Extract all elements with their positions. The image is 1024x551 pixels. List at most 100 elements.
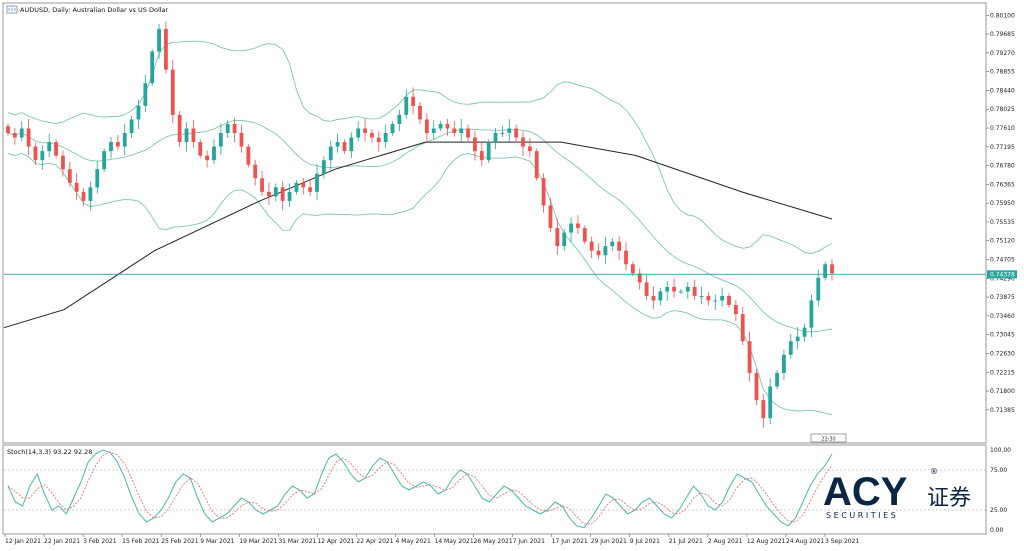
candle-body[interactable]: [720, 295, 725, 301]
candle-body[interactable]: [830, 264, 834, 274]
candle-body[interactable]: [40, 151, 45, 161]
candle-body[interactable]: [473, 137, 477, 152]
candle-body[interactable]: [431, 128, 436, 133]
candle-body[interactable]: [273, 187, 278, 197]
candle-body[interactable]: [747, 341, 752, 373]
candle-body[interactable]: [218, 132, 223, 147]
candle-body[interactable]: [150, 51, 155, 84]
candle-body[interactable]: [624, 250, 628, 265]
candle-body[interactable]: [507, 128, 512, 133]
candle-body[interactable]: [534, 151, 539, 179]
candle-body[interactable]: [761, 400, 766, 419]
candle-body[interactable]: [809, 300, 814, 328]
candle-body[interactable]: [562, 232, 567, 247]
candle-body[interactable]: [267, 191, 271, 197]
candle-body[interactable]: [555, 228, 560, 247]
candle-body[interactable]: [253, 164, 258, 179]
candle-body[interactable]: [672, 286, 676, 292]
candle-body[interactable]: [164, 28, 168, 70]
candle-body[interactable]: [630, 264, 635, 274]
candle-body[interactable]: [685, 286, 690, 292]
candle-body[interactable]: [109, 142, 113, 152]
candle-body[interactable]: [514, 128, 519, 138]
candle-body[interactable]: [576, 223, 580, 229]
candle-body[interactable]: [617, 241, 622, 251]
candle-body[interactable]: [823, 264, 828, 278]
candle-body[interactable]: [733, 305, 738, 315]
candle-body[interactable]: [699, 295, 704, 297]
candle-body[interactable]: [596, 250, 601, 256]
candle-body[interactable]: [246, 146, 251, 165]
candle-body[interactable]: [301, 182, 306, 188]
candle-body[interactable]: [280, 187, 285, 201]
candle-body[interactable]: [47, 142, 52, 152]
candle-body[interactable]: [782, 354, 786, 373]
candle-body[interactable]: [713, 300, 718, 302]
candle-body[interactable]: [115, 142, 120, 147]
candle-body[interactable]: [198, 142, 203, 156]
candle-body[interactable]: [321, 160, 326, 174]
candle-body[interactable]: [679, 291, 683, 293]
candle-body[interactable]: [692, 286, 697, 296]
candle-body[interactable]: [363, 128, 367, 133]
candle-body[interactable]: [315, 173, 319, 192]
candle-body[interactable]: [205, 155, 210, 161]
candle-body[interactable]: [88, 187, 93, 201]
candle-body[interactable]: [569, 223, 573, 233]
candle-body[interactable]: [404, 96, 409, 115]
candle-body[interactable]: [102, 151, 107, 170]
candle-body[interactable]: [33, 146, 38, 161]
candle-body[interactable]: [12, 132, 17, 138]
candle-body[interactable]: [335, 142, 340, 147]
candle-body[interactable]: [239, 132, 244, 147]
candle-body[interactable]: [232, 123, 237, 133]
candle-body[interactable]: [445, 123, 450, 129]
candle-body[interactable]: [157, 28, 161, 52]
candle-body[interactable]: [452, 128, 457, 133]
candle-body[interactable]: [397, 114, 402, 124]
candle-body[interactable]: [754, 372, 759, 401]
candle-body[interactable]: [775, 372, 779, 387]
candle-body[interactable]: [287, 191, 292, 201]
candle-body[interactable]: [541, 178, 546, 206]
candle-body[interactable]: [143, 83, 148, 106]
candle-body[interactable]: [438, 123, 443, 129]
candle-body[interactable]: [349, 137, 354, 152]
candle-body[interactable]: [6, 126, 10, 133]
candle-body[interactable]: [19, 128, 24, 138]
candle-body[interactable]: [26, 128, 31, 147]
candle-body[interactable]: [589, 241, 594, 251]
candle-body[interactable]: [129, 119, 134, 133]
candle-body[interactable]: [54, 142, 58, 156]
candle-body[interactable]: [170, 69, 175, 115]
candle-body[interactable]: [383, 132, 388, 143]
candle-body[interactable]: [727, 295, 731, 306]
candle-body[interactable]: [527, 146, 532, 152]
candle-body[interactable]: [706, 295, 711, 301]
candle-body[interactable]: [466, 128, 470, 138]
candle-body[interactable]: [294, 182, 299, 192]
candle-body[interactable]: [479, 151, 484, 161]
candle-body[interactable]: [225, 123, 230, 133]
candle-body[interactable]: [356, 128, 361, 138]
candle-body[interactable]: [500, 132, 505, 134]
candle-body[interactable]: [610, 241, 615, 247]
candle-body[interactable]: [816, 277, 821, 301]
candle-body[interactable]: [788, 341, 793, 355]
candle-body[interactable]: [644, 282, 649, 296]
candle-body[interactable]: [658, 291, 663, 301]
candle-body[interactable]: [308, 187, 313, 192]
candle-body[interactable]: [521, 137, 525, 147]
candle-body[interactable]: [122, 132, 127, 147]
candle-body[interactable]: [651, 295, 656, 301]
candle-body[interactable]: [424, 119, 429, 133]
candle-body[interactable]: [548, 205, 553, 229]
candle-body[interactable]: [493, 132, 498, 143]
candlesticks[interactable]: [6, 21, 834, 428]
candle-body[interactable]: [74, 182, 79, 192]
candle-body[interactable]: [191, 128, 196, 143]
candle-body[interactable]: [418, 105, 422, 120]
candle-body[interactable]: [328, 146, 333, 161]
candle-body[interactable]: [603, 246, 608, 256]
